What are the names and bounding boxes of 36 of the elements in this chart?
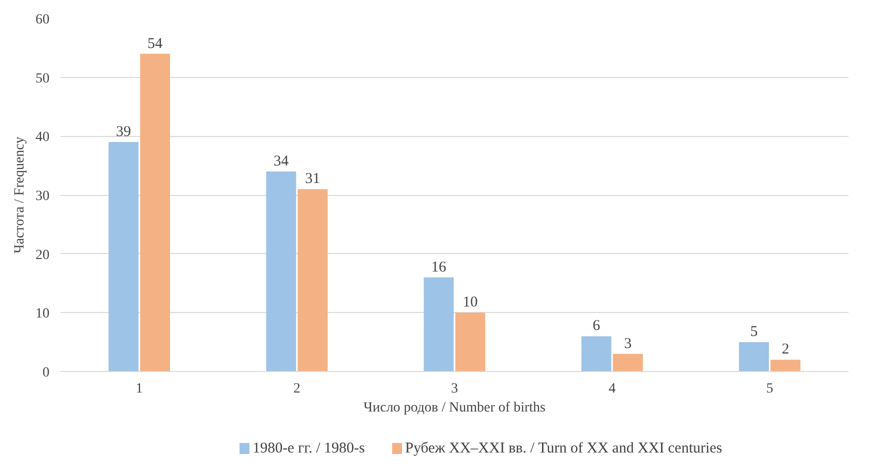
bar: [455, 312, 486, 372]
y-tick-label: 50: [36, 71, 50, 86]
bar: [738, 342, 769, 372]
legend-label: 1980-е гг. / 1980-s: [252, 440, 365, 456]
data-label: 6: [592, 318, 601, 334]
x-tick-label: 4: [608, 382, 616, 396]
bar: [581, 336, 612, 372]
x-tick-label: 3: [451, 382, 458, 396]
bar: [424, 277, 454, 372]
bar: [612, 354, 643, 372]
y-tick-label: 60: [36, 12, 50, 28]
data-label: 39: [116, 124, 132, 140]
bar: [266, 171, 296, 372]
data-label: 34: [274, 153, 290, 170]
bar: [140, 54, 170, 372]
data-label: 5: [750, 324, 758, 340]
data-label: 31: [305, 171, 320, 188]
x-axis-title: Число родов / Number of births: [364, 400, 546, 416]
y-tick-label: 20: [36, 248, 50, 263]
data-label: 3: [624, 336, 632, 352]
y-tick-label: 30: [36, 189, 50, 204]
y-tick-label: 10: [36, 306, 50, 322]
x-tick-label: 2: [293, 382, 300, 396]
y-tick-label: 40: [36, 130, 50, 146]
y-tick-label: 0: [42, 366, 50, 380]
y-axis-title: Частота / Frequency: [12, 136, 28, 254]
data-label: 16: [431, 259, 447, 276]
bar: [298, 189, 328, 372]
legend-label: Рубеж XX–XXI вв. / Turn of XX and XXI centuries: [405, 440, 722, 456]
x-tick-label: 5: [766, 382, 774, 396]
data-label: 2: [782, 342, 790, 358]
bar: [108, 142, 139, 372]
data-label: 10: [462, 294, 478, 311]
x-tick-label: 1: [136, 382, 143, 396]
data-label: 54: [148, 36, 164, 52]
bar: [770, 360, 800, 372]
